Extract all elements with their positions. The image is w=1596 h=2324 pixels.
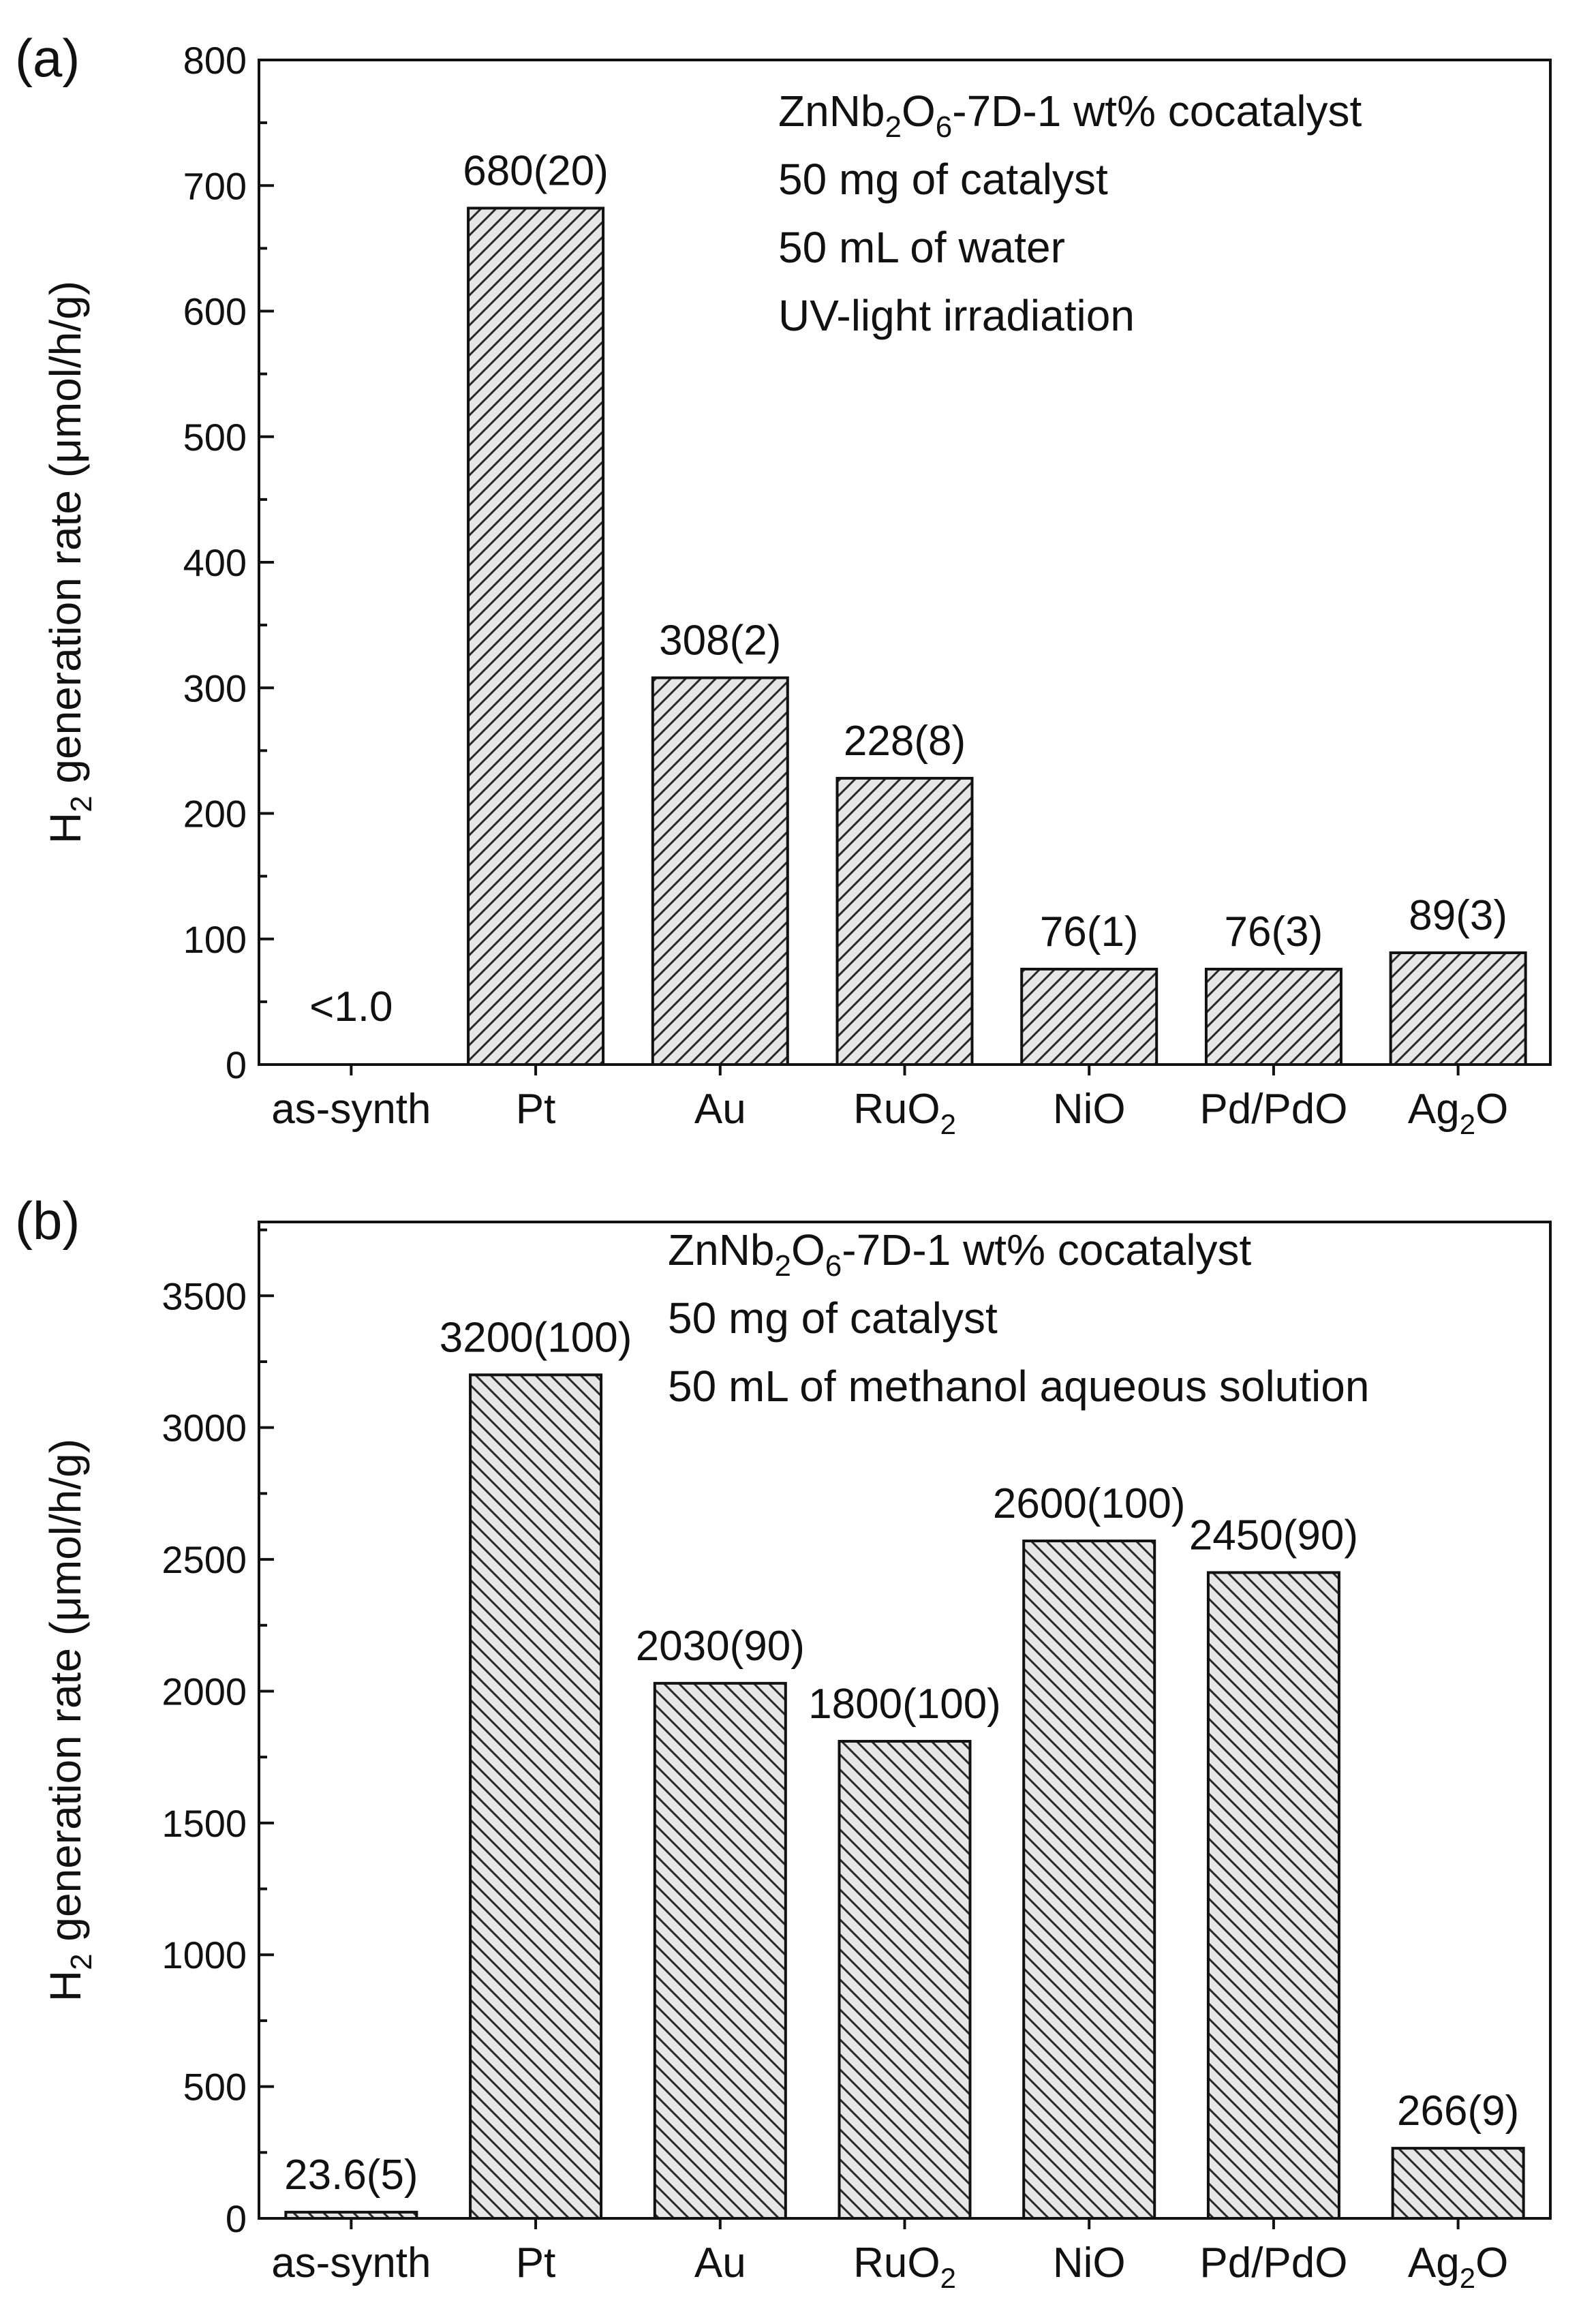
- y-tick-label-b-4: 2000: [162, 1670, 247, 1713]
- y-tick-label-a-3: 300: [183, 667, 247, 709]
- y-tick-label-a-7: 700: [183, 164, 247, 207]
- x-tick-label-b-5: NiO: [1053, 2239, 1126, 2287]
- x-tick-label-b-7: Ag2O: [1408, 2239, 1508, 2294]
- y-tick-label-b-5: 2500: [162, 1538, 247, 1581]
- annotation-b-3: 50 mL of methanol aqueous solution: [668, 1362, 1369, 1411]
- bar-value-label-b-3: 2030(90): [636, 1623, 805, 1670]
- bar-b-7: [1391, 2147, 1525, 2220]
- x-tick-label-b-6: Pd/PdO: [1199, 2239, 1347, 2287]
- bar-a-2: [467, 207, 605, 1066]
- bar-b-2: [469, 1373, 603, 2220]
- annotation-a-4: UV-light irradiation: [778, 291, 1135, 340]
- bar-value-label-a-5: 76(1): [1040, 908, 1139, 955]
- panel-label-b: (b): [15, 1191, 80, 1251]
- x-tick-label-b-1: as-synth: [271, 2239, 431, 2287]
- y-axis-label-b: H2 generation rate (μmol/h/g): [41, 1439, 98, 2002]
- bar-a-5: [1020, 967, 1158, 1066]
- annotation-a-2: 50 mg of catalyst: [778, 155, 1108, 204]
- x-tick-label-a-2: Pt: [516, 1086, 556, 1133]
- y-tick-label-a-6: 600: [183, 290, 247, 333]
- bar-value-label-b-4: 1800(100): [808, 1681, 1001, 1728]
- x-tick-label-a-7: Ag2O: [1408, 1086, 1508, 1140]
- y-tick-label-b-1: 500: [183, 2066, 247, 2109]
- y-tick-label-a-8: 800: [183, 39, 247, 82]
- x-tick-label-a-4: RuO2: [853, 1086, 956, 1140]
- bar-value-label-a-4: 228(8): [844, 718, 966, 765]
- bar-value-label-b-7: 266(9): [1397, 2088, 1519, 2135]
- y-tick-label-b-6: 3000: [162, 1407, 247, 1450]
- y-tick-label-b-2: 1000: [162, 1933, 247, 1976]
- y-tick-label-a-5: 500: [183, 416, 247, 459]
- panel-a-chart: <1.0 680(20) 308(2) 228(8) 76(1) 76(3) 89(3) 0 1…: [15, 28, 1552, 1140]
- bar-b-3: [653, 1681, 787, 2220]
- bar-b-6: [1206, 1571, 1340, 2220]
- annotation-a-3: 50 mL of water: [778, 223, 1065, 272]
- y-tick-label-b-0: 0: [226, 2197, 247, 2240]
- bar-value-label-a-1: <1.0: [309, 983, 393, 1030]
- bar-a-7: [1389, 951, 1527, 1066]
- bar-b-4: [838, 1739, 972, 2220]
- y-tick-label-a-4: 400: [183, 541, 247, 584]
- bar-value-label-a-6: 76(3): [1225, 908, 1323, 955]
- bar-value-label-b-5: 2600(100): [993, 1480, 1186, 1527]
- bar-a-4: [835, 776, 974, 1067]
- y-tick-label-b-3: 1500: [162, 1802, 247, 1845]
- x-tick-label-b-4: RuO2: [853, 2239, 956, 2294]
- bar-a-3: [651, 676, 789, 1066]
- y-tick-label-a-1: 100: [183, 918, 247, 961]
- bar-value-label-b-2: 3200(100): [440, 1314, 632, 1361]
- x-tick-label-a-5: NiO: [1053, 1086, 1126, 1133]
- y-tick-label-a-2: 200: [183, 793, 247, 836]
- bar-a-6: [1204, 967, 1342, 1066]
- annotation-a-1: ZnNb2O6-7D-1 wt% cocatalyst: [778, 87, 1362, 144]
- annotation-b-2: 50 mg of catalyst: [668, 1294, 998, 1343]
- bar-value-label-a-3: 308(2): [659, 617, 781, 664]
- bar-value-label-b-1: 23.6(5): [284, 2152, 418, 2199]
- y-tick-label-a-0: 0: [226, 1043, 247, 1086]
- x-tick-label-a-1: as-synth: [271, 1086, 431, 1133]
- y-tick-label-b-7: 3500: [162, 1274, 247, 1317]
- panel-b-chart: 23.6(5) 3200(100) 2030(90)1800(100) 2600(10…: [15, 1191, 1552, 2294]
- y-axis-label-a: H2 generation rate (μmol/h/g): [41, 281, 98, 844]
- bar-value-label-a-2: 680(20): [463, 147, 609, 194]
- bar-value-label-a-7: 89(3): [1409, 892, 1507, 939]
- bar-b-5: [1022, 1539, 1156, 2220]
- annotation-b-1: ZnNb2O6-7D-1 wt% cocatalyst: [668, 1225, 1252, 1283]
- x-tick-label-b-2: Pt: [516, 2239, 556, 2287]
- x-tick-label-a-6: Pd/PdO: [1199, 1086, 1347, 1133]
- x-tick-label-a-3: Au: [694, 1086, 746, 1133]
- bar-value-label-b-6: 2450(90): [1189, 1512, 1358, 1559]
- panel-label-a: (a): [15, 28, 80, 88]
- x-tick-label-b-3: Au: [694, 2239, 746, 2287]
